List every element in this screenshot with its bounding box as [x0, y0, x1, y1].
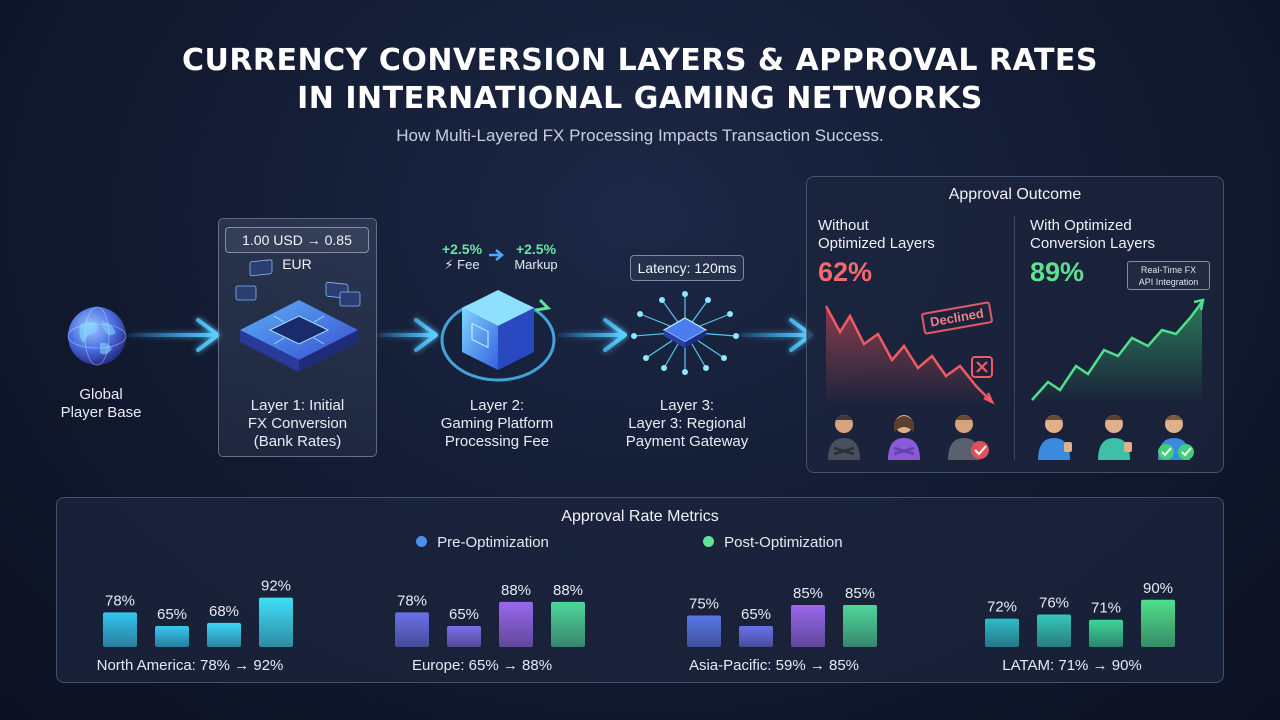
bar-value-label: 68%	[209, 603, 239, 620]
bar	[551, 601, 585, 647]
without-percent: 62%	[818, 257, 873, 287]
page-subtitle: How Multi-Layered FX Processing Impacts …	[396, 126, 884, 145]
bar-value-label: 71%	[1091, 600, 1121, 617]
chip-icon	[235, 259, 361, 372]
arrow-layer2-to-layer3	[558, 318, 627, 352]
bar	[207, 622, 241, 647]
bar-value-label: 72%	[987, 599, 1017, 616]
arrow-layer1-to-layer2	[376, 318, 438, 352]
realtime-fx-badge: Real-Time FX API Integration	[1127, 261, 1210, 290]
cube-icon	[440, 290, 556, 382]
bar-value-label: 78%	[105, 592, 135, 609]
layer2-label: Layer 2: Gaming Platform Processing Fee	[440, 397, 554, 450]
bar-value-label: 85%	[845, 585, 875, 602]
global-player-base-label: Global Player Base	[60, 386, 142, 421]
bar-value-label: 65%	[741, 606, 771, 623]
bar	[259, 597, 293, 647]
user-icon	[1098, 415, 1132, 460]
latency-badge: Latency: 120ms	[630, 255, 744, 281]
bar	[1037, 614, 1071, 647]
bar	[155, 626, 189, 647]
approval-outcome-panel	[806, 176, 1224, 473]
user-icon	[828, 415, 860, 460]
bar	[447, 626, 481, 647]
bar-value-label: 88%	[553, 582, 583, 599]
region-label: LATAM: 71% → 90%	[1002, 657, 1142, 674]
approval-rate-metrics-panel	[56, 497, 1224, 683]
metrics-title: Approval Rate Metrics	[561, 508, 719, 525]
bar-value-label: 90%	[1143, 580, 1173, 597]
bar	[843, 605, 877, 647]
bar	[687, 615, 721, 647]
page-title-line2: IN INTERNATIONAL GAMING NETWORKS	[297, 81, 983, 116]
bar-value-label: 76%	[1039, 594, 1069, 611]
network-chip-icon	[631, 291, 739, 375]
bar-value-label: 78%	[397, 592, 427, 609]
markup-indicator: +2.5% Markup	[514, 241, 558, 272]
layer3-label: Layer 3: Layer 3: Regional Payment Gatew…	[625, 397, 749, 450]
user-icon	[888, 415, 920, 460]
bar	[1089, 619, 1123, 647]
legend-pre: Pre-Optimization	[416, 534, 549, 551]
outcome-title: Approval Outcome	[948, 186, 1082, 203]
bar-value-label: 88%	[501, 582, 531, 599]
legend-pre-dot	[416, 536, 427, 547]
legend-post-dot	[703, 536, 714, 547]
bar	[739, 626, 773, 647]
fee-indicator: +2.5% ⚡ Fee	[441, 241, 483, 272]
region-label: Europe: 65% → 88%	[412, 657, 552, 674]
with-percent: 89%	[1030, 257, 1085, 287]
fx-rate-badge: 1.00 USD → 0.85 EUR	[225, 227, 369, 272]
happy-users-icons	[1038, 415, 1194, 460]
page-title-line1: CURRENCY CONVERSION LAYERS & APPROVAL RA…	[181, 43, 1099, 78]
bar	[395, 612, 429, 647]
user-icon	[1158, 415, 1194, 460]
user-icon	[1038, 415, 1072, 460]
without-heading: Without Optimized Layers	[818, 217, 935, 252]
close-icon	[971, 356, 993, 378]
bar-value-label: 75%	[689, 596, 719, 613]
rising-trend-graphic	[1031, 298, 1205, 404]
bar	[1141, 599, 1175, 647]
bar	[103, 612, 137, 647]
bar	[499, 601, 533, 647]
arrow-right-icon	[489, 249, 504, 261]
globe-icon	[67, 306, 127, 366]
declining-trend-graphic	[824, 305, 995, 406]
region-label: Asia-Pacific: 59% → 85%	[689, 657, 859, 674]
bar-value-label: 92%	[261, 578, 291, 595]
bar	[985, 618, 1019, 647]
region-label: North America: 78% → 92%	[97, 657, 284, 674]
bar	[791, 605, 825, 647]
bar-value-label: 65%	[157, 606, 187, 623]
with-heading: With Optimized Conversion Layers	[1030, 217, 1156, 252]
frustrated-users-icons	[828, 415, 989, 460]
user-icon	[948, 415, 989, 460]
layer1-label: Layer 1: Initial FX Conversion (Bank Rat…	[247, 397, 348, 450]
outcome-divider	[1014, 216, 1015, 460]
legend-post: Post-Optimization	[703, 534, 843, 551]
bar-value-label: 65%	[449, 606, 479, 623]
bar-value-label: 85%	[793, 585, 823, 602]
